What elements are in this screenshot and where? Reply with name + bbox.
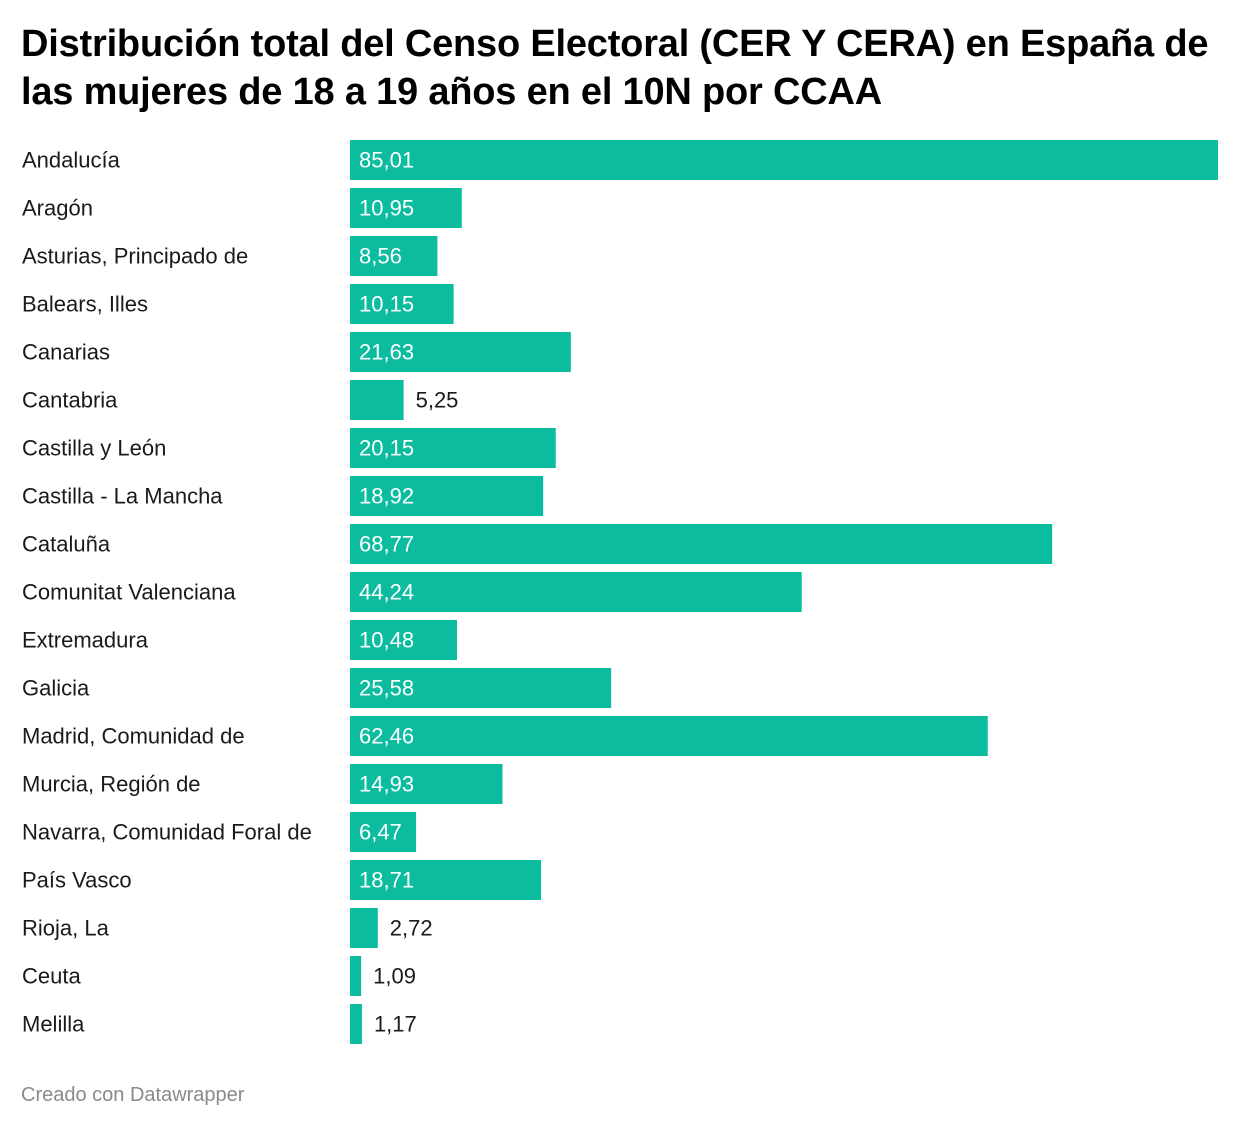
value-label: 10,15 bbox=[359, 292, 414, 317]
bar-row: Balears, Illes 10,15 bbox=[22, 284, 454, 324]
value-label: 1,09 bbox=[373, 964, 416, 989]
bar-row: Melilla 1,17 bbox=[22, 1004, 417, 1044]
bar-row: País Vasco 18,71 bbox=[22, 860, 542, 900]
bar bbox=[350, 908, 378, 948]
category-label: Castilla - La Mancha bbox=[22, 484, 223, 509]
category-label: Rioja, La bbox=[22, 916, 110, 941]
category-label: Cantabria bbox=[22, 388, 118, 413]
value-label: 18,71 bbox=[359, 868, 414, 893]
category-label: Extremadura bbox=[22, 628, 149, 653]
bar-row: Rioja, La 2,72 bbox=[22, 908, 433, 948]
bar-row: Cantabria 5,25 bbox=[22, 380, 458, 420]
bar-row: Asturias, Principado de 8,56 bbox=[22, 236, 438, 276]
chart-title: Distribución total del Censo Electoral (… bbox=[21, 23, 1209, 113]
value-label: 85,01 bbox=[359, 148, 414, 173]
bar bbox=[350, 668, 612, 708]
bar bbox=[350, 428, 556, 468]
category-label: Castilla y León bbox=[22, 436, 166, 461]
category-label: Galicia bbox=[22, 676, 90, 701]
category-label: Comunitat Valenciana bbox=[22, 580, 236, 605]
bar-row: Madrid, Comunidad de 62,46 bbox=[22, 716, 988, 756]
bar bbox=[350, 476, 544, 516]
value-label: 10,95 bbox=[359, 196, 414, 221]
bar bbox=[350, 188, 462, 228]
bar bbox=[350, 524, 1053, 564]
category-label: Cataluña bbox=[22, 532, 111, 557]
footer-credit[interactable]: Creado con Datawrapper bbox=[21, 1084, 245, 1106]
bar-row: Castilla - La Mancha 18,92 bbox=[22, 476, 544, 516]
value-label: 8,56 bbox=[359, 244, 402, 269]
bar-row: Navarra, Comunidad Foral de 6,47 bbox=[22, 812, 417, 852]
bar-row: Ceuta 1,09 bbox=[22, 956, 416, 996]
category-label: Asturias, Principado de bbox=[22, 244, 248, 269]
value-label: 68,77 bbox=[359, 532, 414, 557]
bar bbox=[350, 236, 438, 276]
value-label: 18,92 bbox=[359, 484, 414, 509]
bar-row: Andalucía 85,01 bbox=[22, 140, 1218, 180]
category-label: País Vasco bbox=[22, 868, 132, 893]
bar-row: Extremadura 10,48 bbox=[22, 620, 458, 660]
value-label: 44,24 bbox=[359, 580, 414, 605]
bar-row: Comunitat Valenciana 44,24 bbox=[22, 572, 802, 612]
bar-row: Galicia 25,58 bbox=[22, 668, 612, 708]
category-label: Melilla bbox=[22, 1012, 85, 1037]
category-label: Aragón bbox=[22, 196, 93, 221]
category-label: Balears, Illes bbox=[22, 292, 148, 317]
bar bbox=[350, 716, 988, 756]
category-label: Navarra, Comunidad Foral de bbox=[22, 820, 312, 845]
bar bbox=[350, 956, 362, 996]
category-label: Andalucía bbox=[22, 148, 121, 173]
category-label: Madrid, Comunidad de bbox=[22, 724, 245, 749]
bar bbox=[350, 860, 542, 900]
bar bbox=[350, 380, 404, 420]
value-label: 20,15 bbox=[359, 436, 414, 461]
value-label: 14,93 bbox=[359, 772, 414, 797]
bar bbox=[350, 1004, 362, 1044]
bar bbox=[350, 332, 571, 372]
bar bbox=[350, 764, 503, 804]
bar-row: Canarias 21,63 bbox=[22, 332, 571, 372]
bar-row: Aragón 10,95 bbox=[22, 188, 462, 228]
category-label: Murcia, Región de bbox=[22, 772, 201, 797]
bar-row: Castilla y León 20,15 bbox=[22, 428, 556, 468]
category-label: Ceuta bbox=[22, 964, 81, 989]
value-label: 5,25 bbox=[416, 388, 459, 413]
value-label: 6,47 bbox=[359, 820, 402, 845]
bar bbox=[350, 812, 417, 852]
bar bbox=[350, 140, 1218, 180]
value-label: 2,72 bbox=[390, 916, 433, 941]
value-label: 10,48 bbox=[359, 628, 414, 653]
bar bbox=[350, 572, 802, 612]
value-label: 62,46 bbox=[359, 724, 414, 749]
value-label: 21,63 bbox=[359, 340, 414, 365]
value-label: 25,58 bbox=[359, 676, 414, 701]
bar-row: Murcia, Región de 14,93 bbox=[22, 764, 503, 804]
bar-row: Cataluña 68,77 bbox=[22, 524, 1053, 564]
bar bbox=[350, 284, 454, 324]
category-label: Canarias bbox=[22, 340, 110, 365]
bar bbox=[350, 620, 458, 660]
value-label: 1,17 bbox=[374, 1012, 417, 1037]
